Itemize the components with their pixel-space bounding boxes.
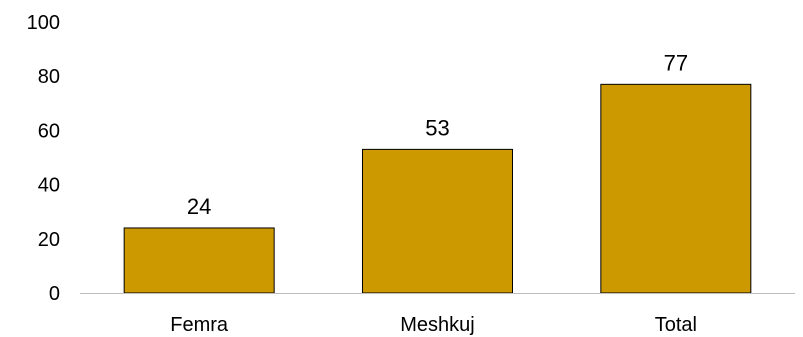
- category-label: Total: [655, 314, 697, 336]
- category-label: Meshkuj: [400, 314, 474, 336]
- y-tick-label: 80: [38, 66, 60, 88]
- bars: [123, 83, 752, 294]
- data-label: 24: [187, 194, 211, 219]
- y-tick-label: 20: [38, 229, 60, 251]
- bar-meshkuj: [362, 148, 513, 294]
- y-tick-label: 100: [27, 12, 60, 34]
- category-labels: Femra Meshkuj Total: [170, 314, 697, 336]
- y-tick-label: 40: [38, 175, 60, 197]
- y-tick-label: 60: [38, 120, 60, 142]
- y-tick-label: 0: [49, 283, 60, 305]
- bar-total: [600, 83, 752, 294]
- bar-femra: [123, 227, 275, 294]
- data-labels: 24 53 77: [187, 50, 688, 219]
- data-label: 77: [664, 50, 688, 75]
- category-label: Femra: [170, 314, 229, 336]
- data-label: 53: [425, 115, 449, 140]
- y-axis-ticks: 0 20 40 60 80 100: [27, 12, 60, 305]
